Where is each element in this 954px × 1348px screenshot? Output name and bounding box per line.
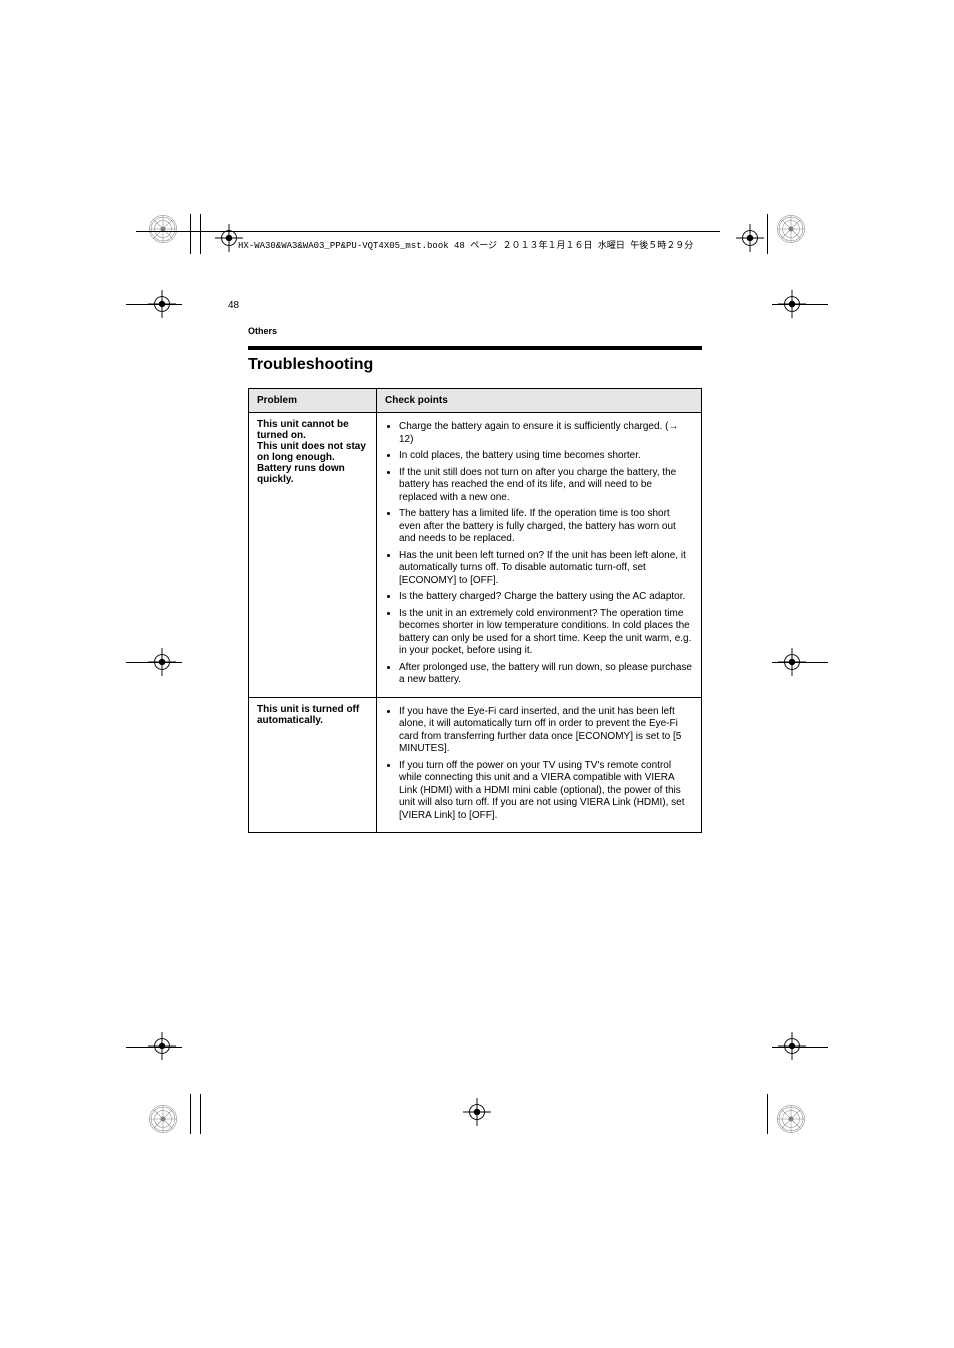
rosette-icon bbox=[774, 212, 808, 246]
crop-mark bbox=[767, 214, 768, 254]
crop-mark bbox=[190, 1094, 191, 1134]
crop-mark bbox=[772, 304, 828, 305]
check-item: Charge the battery again to ensure it is… bbox=[399, 421, 693, 446]
crop-mark bbox=[767, 1094, 768, 1134]
register-target-icon bbox=[463, 1098, 491, 1126]
troubleshooting-table: Problem Check points This unit cannot be… bbox=[248, 388, 702, 833]
table-row: This unit cannot be turned on. This unit… bbox=[249, 413, 702, 698]
section-title: Troubleshooting bbox=[248, 356, 373, 374]
check-item: In cold places, the battery using time b… bbox=[399, 450, 693, 463]
rosette-icon bbox=[146, 1102, 180, 1136]
table-header-problem: Problem bbox=[249, 389, 377, 413]
check-item: After prolonged use, the battery will ru… bbox=[399, 662, 693, 687]
crop-mark bbox=[190, 214, 191, 254]
check-item: The battery has a limited life. If the o… bbox=[399, 508, 693, 546]
table-header-checkpoints: Check points bbox=[377, 389, 702, 413]
crop-mark bbox=[772, 1047, 828, 1048]
check-item: If you have the Eye-Fi card inserted, an… bbox=[399, 706, 693, 756]
section-label: Others bbox=[248, 326, 277, 336]
source-filename: HX-WA30&WA3&WA03_PP&PU-VQT4X05_mst.book … bbox=[238, 238, 693, 251]
crop-mark bbox=[772, 662, 828, 663]
register-target-icon bbox=[736, 224, 764, 252]
check-item: Has the unit been left turned on? If the… bbox=[399, 550, 693, 588]
crop-mark bbox=[200, 214, 201, 254]
crop-mark bbox=[126, 304, 182, 305]
checks-cell: If you have the Eye-Fi card inserted, an… bbox=[377, 697, 702, 833]
problem-cell: This unit cannot be turned on. This unit… bbox=[249, 413, 377, 698]
section-rule bbox=[248, 346, 702, 350]
rosette-icon bbox=[774, 1102, 808, 1136]
table-row: This unit is turned off automatically. I… bbox=[249, 697, 702, 833]
problem-cell: This unit is turned off automatically. bbox=[249, 697, 377, 833]
crop-mark bbox=[126, 662, 182, 663]
page-number: 48 bbox=[228, 300, 239, 311]
check-item: Is the unit in an extremely cold environ… bbox=[399, 608, 693, 658]
header-rule bbox=[136, 231, 720, 232]
checks-cell: Charge the battery again to ensure it is… bbox=[377, 413, 702, 698]
crop-mark bbox=[200, 1094, 201, 1134]
check-item: Is the battery charged? Charge the batte… bbox=[399, 591, 693, 604]
register-target-icon bbox=[778, 1032, 806, 1060]
check-item: If you turn off the power on your TV usi… bbox=[399, 760, 693, 823]
register-target-icon bbox=[148, 1032, 176, 1060]
rosette-icon bbox=[146, 212, 180, 246]
check-item: If the unit still does not turn on after… bbox=[399, 467, 693, 505]
crop-mark bbox=[126, 1047, 182, 1048]
